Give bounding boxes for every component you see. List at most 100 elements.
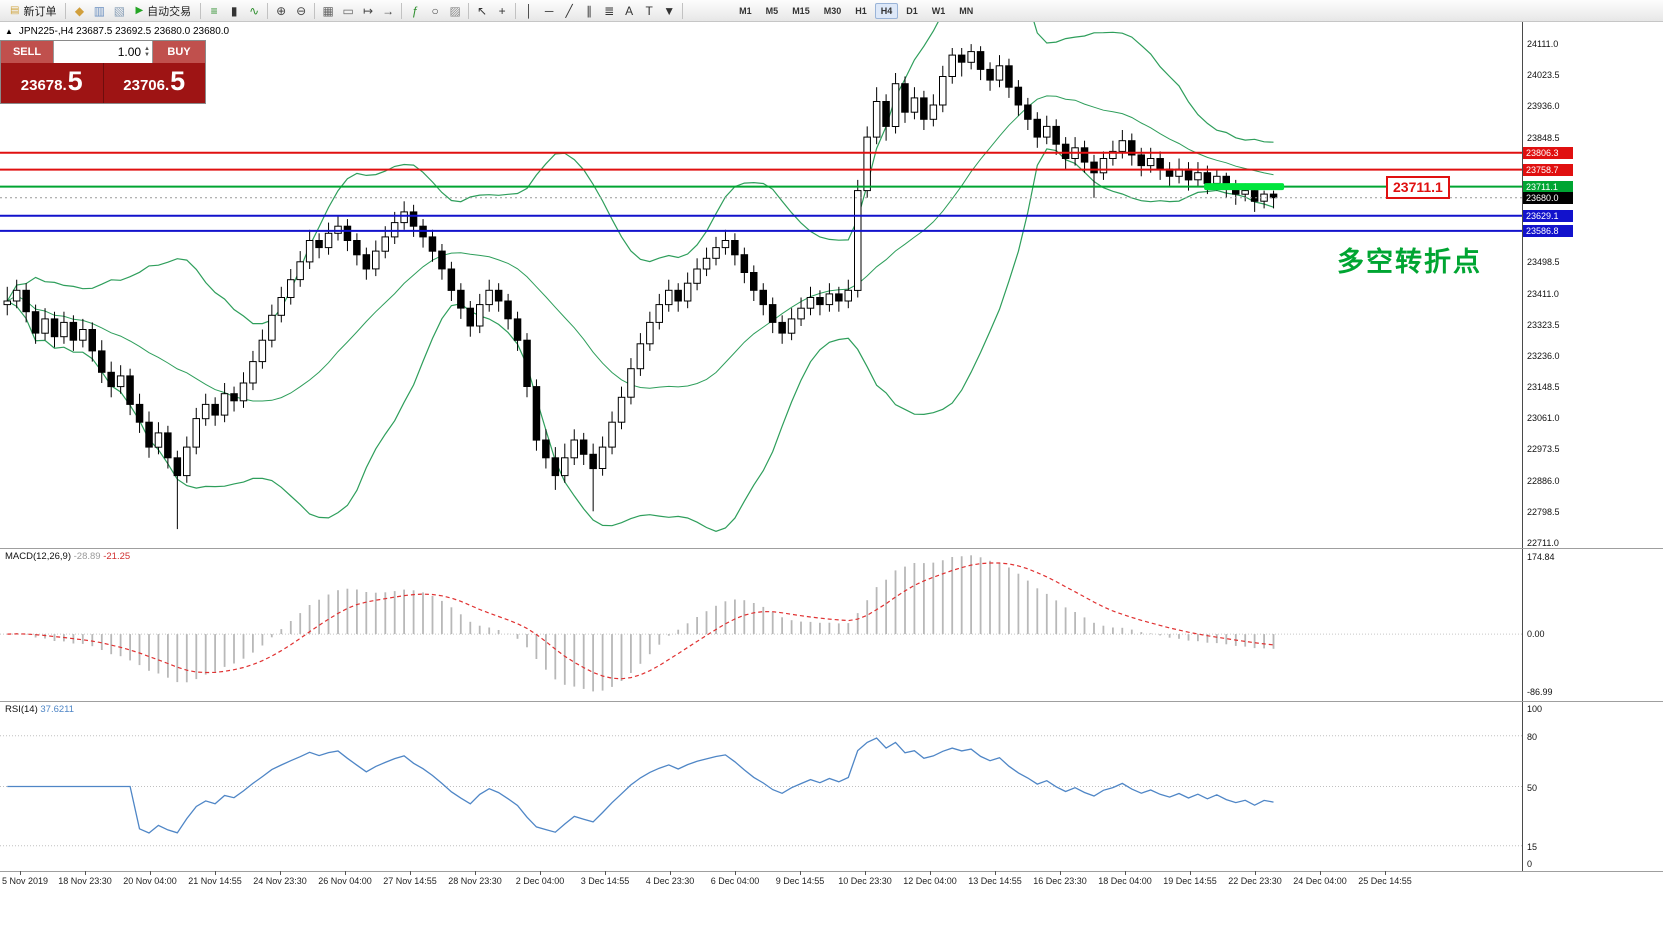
time-tick bbox=[345, 871, 346, 875]
candle bbox=[485, 289, 493, 306]
rsi-panel[interactable] bbox=[0, 702, 1522, 871]
one-click-collapse-icon[interactable]: ▲ bbox=[5, 27, 13, 36]
candle bbox=[381, 236, 389, 252]
time-tick bbox=[930, 871, 931, 875]
volume-field[interactable]: 1.00 ▲ ▼ bbox=[53, 41, 153, 63]
timeframe-h1-button[interactable]: H1 bbox=[855, 5, 867, 16]
candle bbox=[825, 293, 834, 306]
main-chart[interactable] bbox=[0, 22, 1522, 548]
price-tag: 23680.0 bbox=[1523, 192, 1573, 204]
tile-windows-button[interactable]: ▦ bbox=[318, 2, 338, 20]
auto-trading-button[interactable]: ▶ 自动交易 bbox=[129, 2, 197, 20]
label-button[interactable]: T bbox=[639, 2, 659, 20]
periods-button[interactable]: ○ bbox=[425, 2, 445, 20]
candle bbox=[41, 318, 49, 334]
buy-price[interactable]: 23706. 5 bbox=[104, 63, 206, 103]
volume-value[interactable]: 1.00 bbox=[117, 45, 142, 59]
candle bbox=[1099, 158, 1108, 174]
candle bbox=[164, 432, 172, 459]
candlestick-button[interactable]: ▮ bbox=[224, 2, 244, 20]
templates-icon: ▨ bbox=[449, 3, 461, 18]
candle bbox=[230, 393, 238, 402]
candle bbox=[268, 314, 276, 341]
cursor-button[interactable]: ↖ bbox=[472, 2, 492, 20]
templates-button[interactable]: ▨ bbox=[445, 2, 465, 20]
horizontal-line-button[interactable]: ─ bbox=[539, 2, 559, 20]
crosshair-button[interactable]: + bbox=[492, 2, 512, 20]
buy-button[interactable]: BUY bbox=[153, 41, 205, 63]
line-chart-button[interactable]: ∿ bbox=[244, 2, 264, 20]
candle bbox=[579, 439, 588, 455]
timeframe-h4-button[interactable]: H4 bbox=[874, 2, 899, 19]
candle bbox=[863, 136, 871, 192]
candle bbox=[409, 211, 418, 227]
zoom-out-button[interactable]: ⊖ bbox=[291, 2, 311, 20]
candle bbox=[201, 403, 210, 420]
one-click-trading-panel: SELL 1.00 ▲ ▼ BUY 23678. 5 23706. 5 bbox=[0, 40, 206, 104]
timeframe-m30-button[interactable]: M30 bbox=[823, 5, 842, 16]
time-tick-label: 4 Dec 23:30 bbox=[645, 876, 695, 886]
panel-separator[interactable] bbox=[0, 701, 1663, 702]
timeframe-m1-button[interactable]: M1 bbox=[739, 5, 752, 16]
text-button[interactable]: A bbox=[619, 2, 639, 20]
timeframe-d1-button[interactable]: D1 bbox=[906, 5, 918, 16]
time-tick-label: 22 Dec 23:30 bbox=[1228, 876, 1282, 886]
auto-scroll-button[interactable]: ↦ bbox=[358, 2, 378, 20]
sell-price[interactable]: 23678. 5 bbox=[1, 63, 104, 103]
tile-windows-icon: ▦ bbox=[322, 3, 334, 18]
candlestick-icon: ▮ bbox=[230, 3, 238, 18]
volume-up-button[interactable]: ▲ bbox=[144, 46, 150, 52]
candle bbox=[646, 321, 654, 345]
vertical-line-button[interactable]: │ bbox=[519, 2, 539, 20]
panel-separator[interactable] bbox=[0, 548, 1663, 549]
candle bbox=[372, 250, 380, 270]
vertical-line-icon: │ bbox=[525, 3, 533, 18]
buy-price-big-digit: 5 bbox=[170, 66, 186, 96]
sell-button[interactable]: SELL bbox=[1, 41, 53, 63]
rsi-value: 37.6211 bbox=[40, 704, 75, 715]
toolbar-separator bbox=[468, 2, 470, 19]
auto-scroll-icon: ↦ bbox=[363, 3, 374, 18]
price-axis[interactable] bbox=[1522, 22, 1662, 871]
trendline-button[interactable]: ╱ bbox=[559, 2, 579, 20]
timeframe-m15-button[interactable]: M15 bbox=[792, 5, 810, 16]
new-order-button-label: 新订单 bbox=[23, 5, 57, 18]
new-order-button[interactable]: ▤ 新订单 bbox=[4, 2, 62, 20]
rsi-tick-label: 80 bbox=[1527, 732, 1538, 742]
horizontal-line-icon: ─ bbox=[544, 3, 554, 18]
timeframe-bar: M1 M5 M15 M30 H1 H4 D1 W1 MN bbox=[732, 2, 980, 19]
candle bbox=[60, 321, 68, 338]
channel-button[interactable]: ∥ bbox=[579, 2, 599, 20]
price-tag: 23711.1 bbox=[1523, 181, 1573, 193]
price-tick-label: 23498.5 bbox=[1527, 257, 1560, 267]
timeframe-w1-button[interactable]: W1 bbox=[931, 5, 946, 16]
candle bbox=[343, 225, 352, 241]
fibonacci-button[interactable]: ≣ bbox=[599, 2, 619, 20]
timeframe-m5-button[interactable]: M5 bbox=[765, 5, 779, 16]
navigator-button[interactable]: ▧ bbox=[109, 2, 129, 20]
chart-shift-button[interactable]: → bbox=[378, 2, 398, 20]
bar-chart-button[interactable]: ≡ bbox=[204, 2, 224, 20]
time-tick-label: 19 Dec 14:55 bbox=[1163, 876, 1217, 886]
volume-down-button[interactable]: ▼ bbox=[144, 52, 150, 58]
zoom-in-button[interactable]: ⊕ bbox=[271, 2, 291, 20]
toolbar-separator bbox=[515, 2, 517, 19]
candle bbox=[362, 254, 371, 270]
candle bbox=[447, 268, 456, 291]
candle bbox=[1109, 150, 1117, 159]
macd-panel[interactable] bbox=[0, 549, 1522, 700]
cascade-windows-button[interactable]: ▭ bbox=[338, 2, 358, 20]
fibonacci-icon: ≣ bbox=[604, 3, 615, 18]
market-watch-button[interactable]: ◆ bbox=[69, 2, 89, 20]
candle bbox=[107, 371, 115, 388]
candle bbox=[608, 421, 616, 448]
candle bbox=[1203, 172, 1212, 184]
highlight-segment[interactable] bbox=[1204, 183, 1285, 191]
arrows-button[interactable]: ▼ bbox=[659, 2, 679, 20]
time-tick-label: 18 Dec 04:00 bbox=[1098, 876, 1152, 886]
candle bbox=[1184, 168, 1193, 181]
indicators-button[interactable]: ƒ bbox=[405, 2, 425, 20]
timeframe-mn-button[interactable]: MN bbox=[959, 5, 974, 16]
time-tick bbox=[215, 871, 216, 875]
data-window-button[interactable]: ▥ bbox=[89, 2, 109, 20]
